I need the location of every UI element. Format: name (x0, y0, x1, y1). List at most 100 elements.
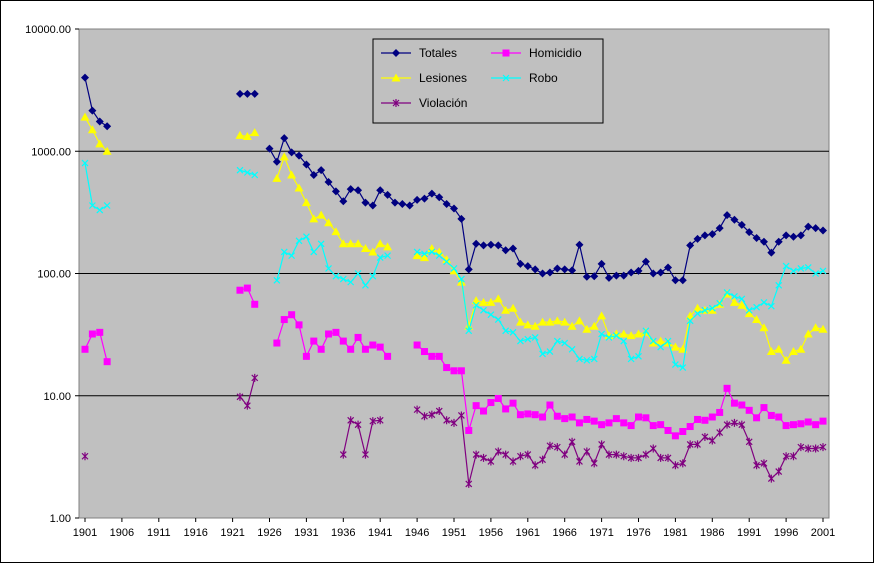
data-point-homicidio (435, 352, 443, 360)
data-point-totales (782, 231, 791, 240)
data-point-homicidio (376, 343, 384, 351)
data-point-homicidio (561, 415, 569, 423)
data-point-totales (664, 263, 673, 272)
data-point-violacion (804, 444, 812, 453)
data-point-totales (560, 265, 569, 274)
data-point-lesiones (279, 152, 289, 161)
data-point-violacion (649, 444, 657, 453)
data-point-robo (612, 332, 620, 340)
data-point-robo (694, 310, 701, 318)
data-point-lesiones (766, 347, 776, 356)
data-point-totales (243, 89, 252, 98)
data-point-robo (679, 364, 687, 372)
data-point-violacion (797, 443, 805, 452)
data-point-violacion (716, 428, 724, 437)
data-point-homicidio (494, 394, 502, 402)
data-point-homicidio (487, 399, 495, 407)
data-point-homicidio (310, 337, 318, 345)
legend-marker-homicidio (502, 49, 510, 57)
data-point-totales (472, 239, 481, 248)
data-point-totales (361, 198, 370, 207)
data-point-totales (88, 106, 97, 115)
data-point-robo (332, 272, 340, 280)
data-point-robo (731, 292, 738, 300)
data-point-homicidio (288, 311, 296, 319)
data-point-totales (597, 259, 606, 268)
data-point-lesiones (338, 239, 348, 248)
data-point-totales (641, 257, 650, 266)
data-point-robo (509, 328, 517, 336)
data-point-robo (502, 327, 510, 335)
data-point-totales (479, 241, 488, 250)
data-point-homicidio (516, 411, 524, 419)
data-point-homicidio (361, 345, 369, 353)
data-point-violacion (472, 450, 480, 459)
data-point-robo (480, 306, 487, 314)
data-point-totales (516, 259, 525, 268)
data-point-robo (487, 311, 495, 319)
data-point-lesiones (250, 128, 260, 137)
data-point-totales (604, 273, 613, 282)
series-robo (81, 159, 827, 372)
series-line-homicidio (276, 313, 389, 359)
series-totales (81, 73, 827, 285)
data-point-totales (442, 200, 451, 209)
data-point-homicidio (502, 405, 510, 413)
data-point-violacion (443, 416, 451, 425)
data-point-homicidio (88, 330, 96, 338)
data-point-totales (723, 211, 732, 220)
data-point-lesiones (774, 344, 784, 353)
data-point-homicidio (723, 384, 731, 392)
data-point-homicidio (686, 423, 694, 431)
data-point-violacion (561, 450, 569, 459)
data-point-lesiones (80, 112, 90, 121)
data-point-totales (774, 237, 783, 246)
data-point-robo (516, 337, 524, 345)
data-point-violacion (251, 373, 259, 382)
data-point-homicidio (347, 345, 355, 353)
data-point-lesiones (501, 305, 511, 314)
data-point-totales (368, 201, 377, 210)
data-point-lesiones (803, 329, 813, 338)
data-point-lesiones (508, 303, 518, 312)
data-point-robo (310, 248, 318, 256)
data-point-lesiones (582, 324, 592, 333)
data-point-totales (435, 193, 444, 202)
legend-label-violacion: Violación (419, 96, 467, 110)
data-point-lesiones (331, 227, 341, 236)
x-tick-label: 1916 (183, 527, 207, 539)
data-point-totales (81, 73, 89, 82)
data-point-homicidio (480, 407, 488, 415)
y-tick-label: 10000.00 (25, 24, 71, 36)
data-point-violacion (782, 452, 790, 461)
data-point-homicidio (302, 352, 310, 360)
data-point-lesiones (324, 218, 334, 227)
data-point-violacion (347, 416, 355, 425)
x-tick-label: 1906 (110, 527, 134, 539)
data-point-lesiones (523, 320, 533, 329)
data-point-homicidio (804, 418, 812, 426)
x-tick-label: 1921 (220, 527, 244, 539)
data-point-violacion (576, 457, 583, 466)
data-point-homicidio (694, 415, 702, 423)
data-point-violacion (657, 453, 665, 462)
data-point-robo (782, 262, 790, 270)
data-point-homicidio (568, 413, 576, 421)
x-tick-label: 1941 (368, 527, 392, 539)
data-point-totales (309, 170, 318, 179)
x-tick-label: 1986 (700, 527, 724, 539)
data-point-robo (553, 337, 561, 345)
data-point-totales (509, 244, 518, 253)
data-point-totales (545, 268, 554, 277)
data-point-robo (273, 276, 281, 284)
data-point-homicidio (819, 417, 827, 425)
data-point-totales (457, 214, 466, 223)
data-point-homicidio (716, 408, 724, 416)
data-point-totales (413, 195, 422, 204)
data-point-homicidio (546, 401, 554, 409)
data-point-homicidio (369, 341, 377, 349)
data-point-robo (450, 265, 458, 272)
data-point-homicidio (553, 412, 561, 420)
series-violacion (81, 373, 827, 488)
data-point-robo (81, 159, 89, 167)
